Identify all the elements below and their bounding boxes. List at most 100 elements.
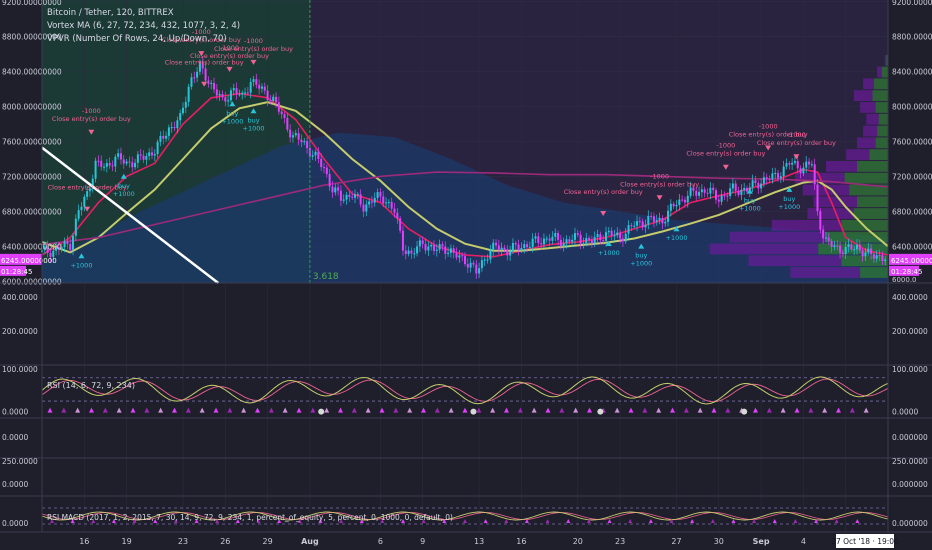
rsi-signal-marker — [517, 407, 523, 413]
time-tick-label: 4 — [801, 537, 806, 546]
trade-label: +1000 — [666, 234, 688, 242]
candle-body — [757, 182, 760, 189]
candle-body — [590, 240, 593, 244]
rsi-signal-marker — [656, 407, 662, 413]
rsi-signal-marker — [102, 407, 108, 413]
countdown-box — [0, 265, 26, 276]
price-right-tick-label: 6800.000000 — [892, 207, 932, 216]
pane4-right-tick-label: 0.000000 — [892, 433, 928, 442]
candle-body — [86, 191, 89, 197]
candle-body — [136, 154, 139, 163]
candle-body — [275, 96, 278, 103]
trade-label: +1000 — [221, 117, 243, 125]
pane2-tick-label: 200.0000 — [2, 327, 38, 336]
candle-body — [387, 201, 390, 203]
macd-signal-marker — [628, 519, 633, 523]
rsi-signal-marker — [365, 407, 371, 413]
trade-label: -1000 — [650, 172, 669, 180]
candle-body — [179, 113, 182, 121]
candle-body — [314, 151, 317, 156]
candle-body — [66, 241, 69, 244]
rsi-signal-marker — [490, 407, 496, 413]
rsi-signal-marker — [75, 407, 81, 413]
candle-body — [751, 180, 754, 188]
macd-signal-marker — [153, 519, 158, 523]
rsi-signal-marker — [310, 407, 316, 413]
candle-body — [396, 212, 399, 219]
buy-arrow-marker — [78, 253, 85, 259]
vpvr-row-up — [886, 54, 888, 66]
time-tick-label: 23 — [178, 537, 188, 546]
candle-body — [173, 127, 176, 129]
trade-label: Close entry(s) order buy — [52, 115, 131, 123]
candle-body — [148, 152, 151, 157]
candle-body — [134, 162, 137, 168]
trade-label: -1000 — [244, 37, 263, 45]
candle-body — [537, 236, 540, 244]
pane3-tick-label: 0.0000 — [2, 408, 28, 417]
candle-body — [297, 133, 300, 140]
candle-body — [382, 196, 385, 204]
candle-body — [469, 262, 472, 268]
price-right-tick-label: 7200.000000 — [892, 172, 932, 181]
candle-body — [145, 156, 148, 160]
trade-label: Close entry(s) order buy — [190, 52, 269, 60]
fib-label: 3.618 — [313, 272, 339, 282]
candle-body — [717, 199, 720, 202]
rsi-signal-marker — [711, 407, 717, 413]
rsi-signal-marker — [725, 407, 731, 413]
rsi-signal-marker — [670, 407, 675, 413]
candle-body — [836, 245, 839, 247]
buy-arrow-marker — [605, 241, 612, 247]
candle-body — [193, 77, 196, 79]
candle-body — [204, 68, 207, 81]
pane5-tick-label: 0.0000 — [2, 480, 28, 489]
candle-body — [444, 246, 447, 254]
candle-body — [258, 84, 261, 89]
rsi-signal-marker — [794, 407, 800, 413]
candle-body — [779, 176, 782, 179]
rsi-signal-marker — [213, 407, 219, 413]
candle-body — [554, 233, 557, 237]
candle-body — [847, 244, 850, 248]
candle-body — [215, 89, 218, 96]
candle-body — [720, 195, 723, 202]
candle-body — [593, 237, 596, 244]
candle-body — [534, 236, 537, 239]
vpvr-row-down — [709, 243, 819, 255]
buy-arrow-marker — [229, 101, 236, 107]
candle-body — [875, 255, 878, 259]
pane3-right-tick-label: 0.0000 — [892, 408, 918, 417]
rsi-signal-marker — [545, 407, 551, 413]
indicator-vpvr-label[interactable]: VPVR (Number Of Rows, 24, Up/Down, 70) — [47, 34, 227, 44]
macd-signal-marker — [524, 519, 529, 523]
candle-body — [221, 94, 224, 98]
rsi-signal-marker — [158, 407, 164, 413]
candle-body — [777, 173, 780, 179]
macd-signal-marker — [669, 519, 674, 523]
chart-title[interactable]: Bitcoin / Tether, 120, BITTREX — [47, 8, 174, 18]
trade-label: -1000 — [192, 28, 211, 36]
vpvr-row-up — [849, 184, 888, 196]
candle-body — [523, 244, 526, 248]
candle-body — [641, 221, 644, 228]
trade-label: buy — [247, 116, 259, 124]
time-tick-label: 6 — [378, 537, 383, 546]
vpvr-row-up — [878, 113, 888, 125]
candle-body — [63, 241, 66, 248]
candle-body — [232, 88, 235, 91]
rsi-signal-marker — [780, 407, 786, 413]
indicator-vortex-label[interactable]: Vortex MA (6, 27, 72, 234, 432, 1077, 3,… — [47, 21, 240, 31]
candle-body — [585, 237, 588, 244]
rsi-dot-marker — [597, 408, 604, 415]
candle-body — [562, 243, 565, 247]
candle-body — [816, 184, 819, 212]
candle-body — [633, 225, 636, 227]
candle-body — [77, 210, 80, 219]
candle-body — [449, 248, 452, 253]
candle-body — [500, 247, 503, 251]
vpvr-row-up — [875, 137, 888, 149]
macd-signal-marker — [235, 519, 240, 523]
